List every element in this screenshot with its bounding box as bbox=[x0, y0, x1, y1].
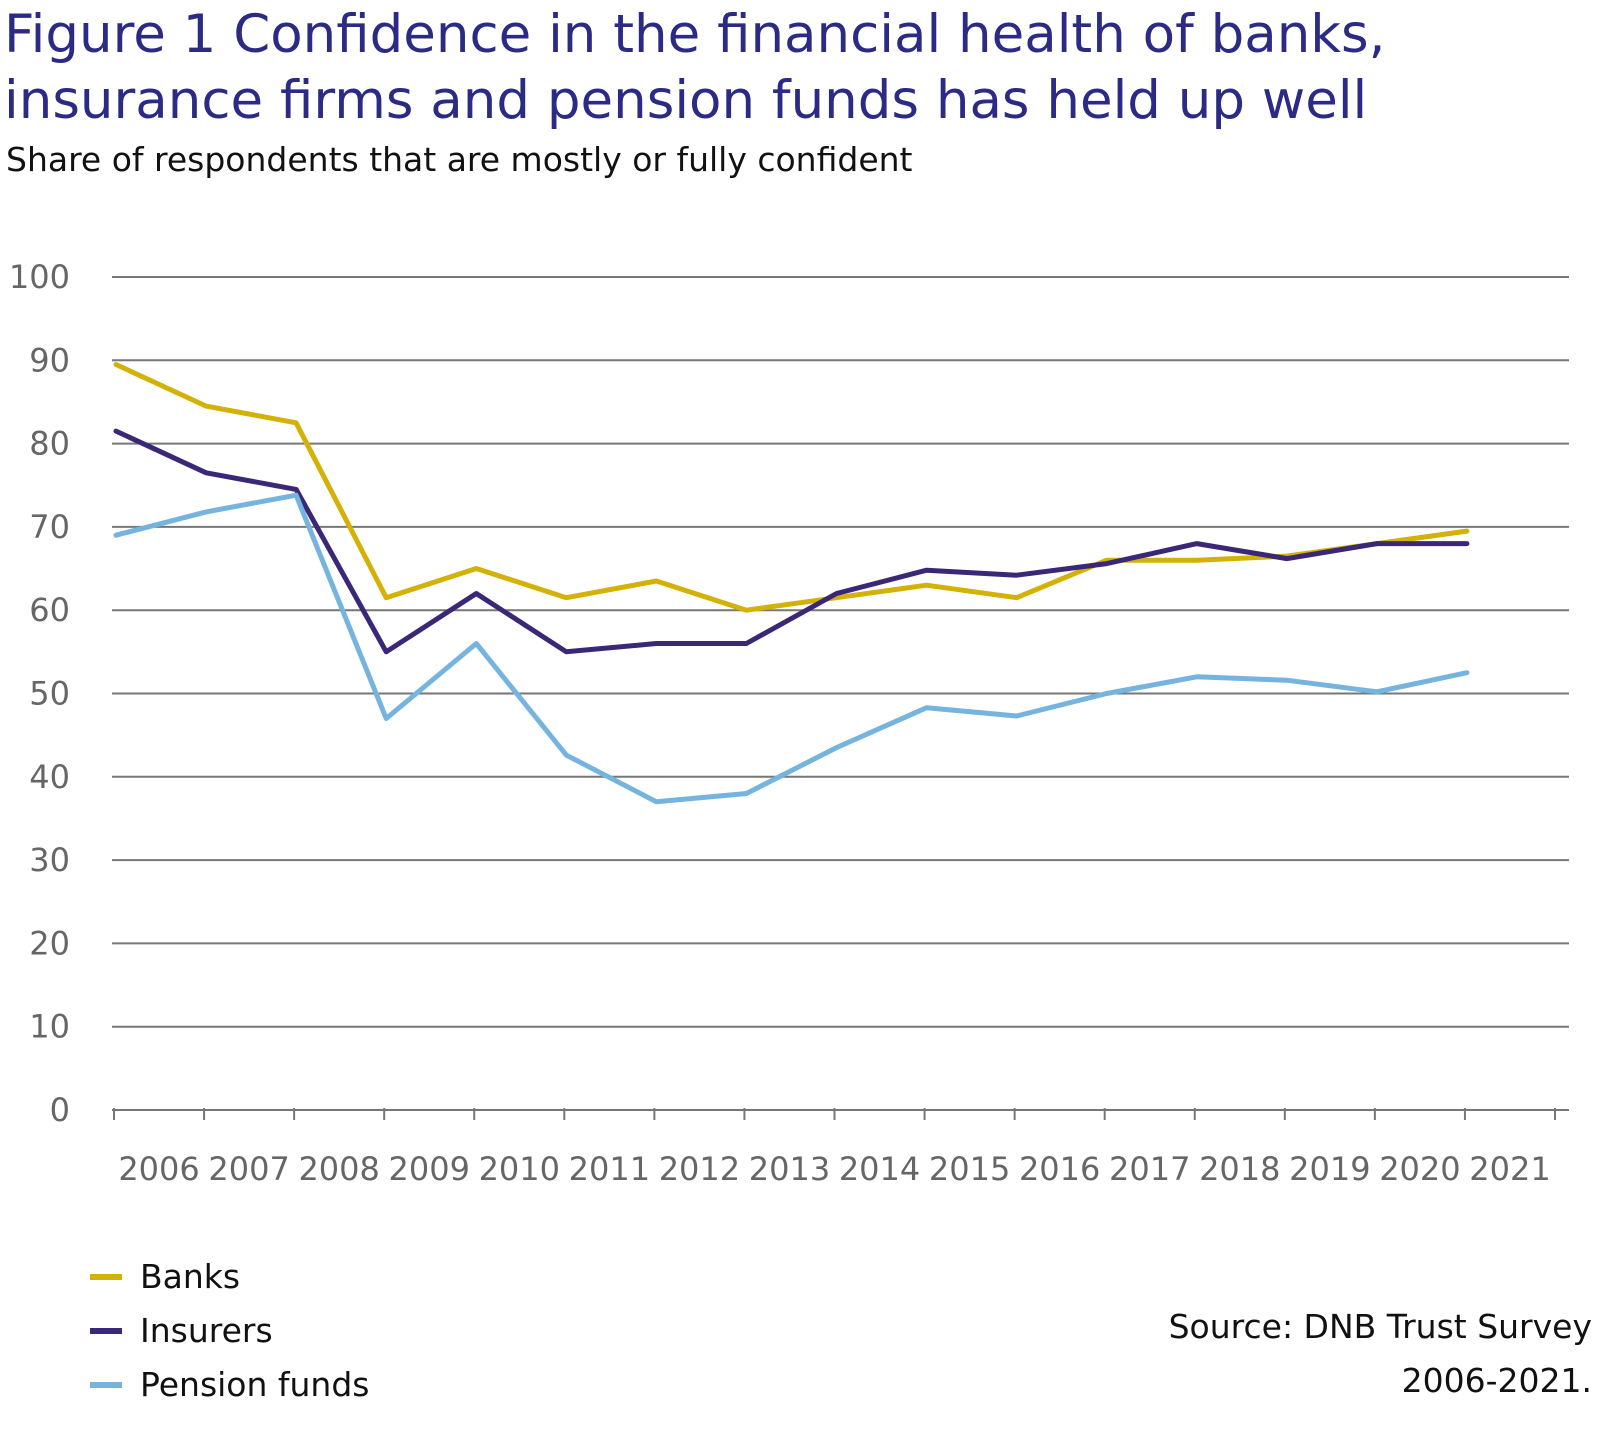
x-tick-label: 2010 bbox=[479, 1150, 560, 1188]
y-tick-label: 80 bbox=[29, 425, 70, 463]
y-tick-label: 50 bbox=[29, 675, 70, 713]
x-tick-label: 2015 bbox=[929, 1150, 1010, 1188]
x-tick-label: 2017 bbox=[1109, 1150, 1190, 1188]
y-tick-label: 90 bbox=[29, 341, 70, 379]
x-tick-label: 2013 bbox=[749, 1150, 830, 1188]
x-tick-label: 2012 bbox=[659, 1150, 740, 1188]
y-tick-label: 0 bbox=[50, 1091, 70, 1129]
y-tick-label: 70 bbox=[29, 508, 70, 546]
x-tick-label: 2009 bbox=[389, 1150, 470, 1188]
x-tick-label: 2008 bbox=[298, 1150, 379, 1188]
y-tick-label: 20 bbox=[29, 924, 70, 962]
source-line-1: Source: DNB Trust Survey bbox=[1168, 1307, 1592, 1346]
legend-label-insurers: Insurers bbox=[140, 1311, 273, 1350]
series-line-pension-funds bbox=[113, 492, 1470, 805]
series-line-banks bbox=[113, 362, 1470, 613]
x-tick-label: 2021 bbox=[1469, 1150, 1550, 1188]
y-tick-label: 40 bbox=[29, 758, 70, 796]
x-tick-label: 2019 bbox=[1289, 1150, 1370, 1188]
legend-swatch-pension-funds bbox=[90, 1382, 122, 1388]
x-axis: 2006 2007 2008 2009 2010 2011 2012 2013 2014 2015… bbox=[112, 1108, 1569, 1188]
legend-label-banks: Banks bbox=[140, 1257, 241, 1296]
chart-subtitle: Share of respondents that are mostly or … bbox=[6, 140, 913, 179]
x-tick-label: 2018 bbox=[1199, 1150, 1280, 1188]
series-lines bbox=[113, 362, 1470, 805]
y-axis-ticks: 0 10 20 30 40 50 60 70 80 90 100 bbox=[9, 258, 70, 1129]
series-line-insurers bbox=[113, 428, 1470, 655]
x-tick-label: 2014 bbox=[839, 1150, 920, 1188]
x-tick-label: 2020 bbox=[1379, 1150, 1460, 1188]
x-tick-label: 2007 bbox=[208, 1150, 289, 1188]
x-tick-label: 2011 bbox=[569, 1150, 650, 1188]
legend-label-pension-funds: Pension funds bbox=[140, 1365, 370, 1404]
chart-title: Figure 1 Confidence in the financial hea… bbox=[4, 4, 1386, 131]
legend-swatch-banks bbox=[90, 1274, 122, 1280]
gridlines bbox=[112, 276, 1569, 1028]
y-tick-label: 30 bbox=[29, 841, 70, 879]
legend-swatch-insurers bbox=[90, 1328, 122, 1334]
y-tick-label: 60 bbox=[29, 591, 70, 629]
y-tick-label: 100 bbox=[9, 258, 70, 296]
x-tick-label: 2006 bbox=[118, 1150, 199, 1188]
y-tick-label: 10 bbox=[29, 1008, 70, 1046]
x-tick-label: 2016 bbox=[1019, 1150, 1100, 1188]
source-line-2: 2006-2021. bbox=[1401, 1361, 1592, 1400]
source-note: Source: DNB Trust Survey 2006-2021. bbox=[1169, 1300, 1592, 1408]
